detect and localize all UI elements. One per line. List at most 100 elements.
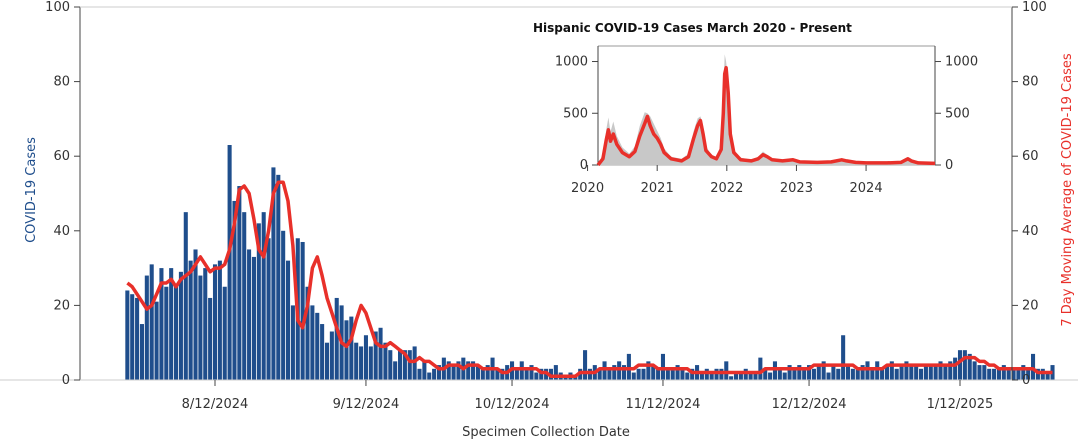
- case-bar: [821, 361, 826, 380]
- bars-layer: [125, 145, 1055, 380]
- case-bar: [495, 368, 500, 380]
- y2-tick-label: 100: [1022, 0, 1047, 15]
- case-bar: [349, 316, 354, 380]
- case-bar: [1050, 365, 1055, 380]
- case-bar: [373, 331, 378, 380]
- case-bar: [154, 301, 159, 380]
- y2-tick-label: 40: [1022, 224, 1039, 239]
- case-bar: [758, 357, 763, 380]
- case-bar: [1021, 365, 1026, 380]
- case-bar: [831, 365, 836, 380]
- case-bar: [1026, 368, 1031, 380]
- case-bar: [217, 260, 222, 380]
- inset-x-tick-label: 2023: [780, 181, 813, 196]
- case-bar: [144, 275, 149, 380]
- y-tick-label: 80: [53, 75, 70, 90]
- case-bar: [451, 365, 456, 380]
- case-bar: [904, 361, 909, 380]
- case-bar: [480, 368, 485, 380]
- case-bar: [651, 365, 656, 380]
- case-bar: [1031, 353, 1036, 380]
- case-bar: [797, 365, 802, 380]
- case-bar: [845, 365, 851, 380]
- inset-chart: Hispanic COVID-19 Cases March 2020 - Pre…: [520, 12, 1010, 198]
- case-bar: [909, 365, 914, 380]
- y2-tick-label: 20: [1022, 298, 1039, 313]
- case-bar: [354, 342, 359, 380]
- y2-tick-label: 0: [1022, 373, 1030, 388]
- case-bar: [135, 297, 140, 380]
- case-bar: [899, 365, 904, 380]
- case-bar: [529, 365, 534, 380]
- case-bar: [1040, 368, 1045, 380]
- case-bar: [807, 365, 812, 380]
- case-bar: [870, 368, 875, 380]
- inset-average-layer: [596, 65, 936, 167]
- case-bar: [607, 368, 612, 380]
- case-bar: [359, 346, 364, 380]
- case-bar: [139, 324, 144, 380]
- case-bar: [928, 365, 933, 380]
- case-bar: [573, 376, 578, 380]
- case-bar: [1001, 365, 1006, 380]
- x-tick-label: 10/12/2024: [475, 397, 550, 412]
- case-bar: [553, 365, 558, 380]
- case-bar: [636, 368, 641, 380]
- case-bar: [860, 365, 865, 380]
- x-tick-label: 8/12/2024: [182, 397, 249, 412]
- case-bar: [417, 368, 422, 380]
- case-bar: [475, 365, 480, 380]
- case-bar: [446, 361, 451, 380]
- case-bar: [957, 350, 963, 380]
- case-bar: [792, 368, 797, 380]
- case-bar: [397, 350, 403, 380]
- case-bar: [865, 361, 870, 380]
- case-bar: [169, 268, 174, 380]
- case-bar: [286, 260, 291, 380]
- case-bar: [948, 361, 953, 380]
- case-bar: [933, 365, 938, 380]
- inset-y-tick-label: 0: [580, 158, 588, 173]
- case-bar: [738, 372, 743, 380]
- case-bar: [519, 361, 524, 380]
- case-bar: [329, 331, 334, 380]
- inset-x-tick-label: 2024: [850, 181, 883, 196]
- case-bar: [407, 350, 412, 380]
- y2-tick-label: 80: [1022, 75, 1039, 90]
- case-bar: [621, 365, 627, 380]
- case-bar: [412, 346, 417, 380]
- case-bar: [232, 200, 237, 380]
- case-bar: [787, 365, 792, 380]
- inset-x-tick-label: 2020: [571, 181, 604, 196]
- inset-y2-tick-label: 500: [945, 106, 970, 121]
- case-bar: [1035, 368, 1040, 380]
- case-bar: [290, 305, 295, 380]
- y2-tick-label: 60: [1022, 149, 1039, 164]
- y-tick-label: 40: [53, 224, 70, 239]
- case-bar: [227, 145, 232, 380]
- case-bar: [709, 372, 714, 380]
- case-bar: [164, 286, 169, 380]
- case-bar: [125, 290, 130, 380]
- case-bar: [782, 372, 787, 380]
- case-bar: [996, 368, 1001, 380]
- inset-x-tick-label: 2022: [710, 181, 743, 196]
- x-ticks: 8/12/2024 9/12/2024 10/12/2024 11/12/2024 12…: [182, 380, 993, 412]
- case-bar: [208, 297, 213, 380]
- inset-x-tick-label: 2021: [641, 181, 674, 196]
- case-bar: [237, 186, 242, 380]
- moving-average-layer: [126, 180, 1053, 379]
- case-bar: [183, 212, 188, 380]
- case-bar: [251, 256, 256, 380]
- case-bar: [763, 368, 768, 380]
- case-bar: [675, 365, 680, 380]
- case-bar: [193, 249, 198, 380]
- case-bar: [704, 368, 709, 380]
- case-bar: [953, 357, 958, 380]
- case-bar: [563, 376, 568, 380]
- case-bar: [427, 372, 432, 380]
- moving-average-line: [126, 180, 1053, 379]
- case-bar: [894, 368, 899, 380]
- x-tick-label: 12/12/2024: [772, 397, 847, 412]
